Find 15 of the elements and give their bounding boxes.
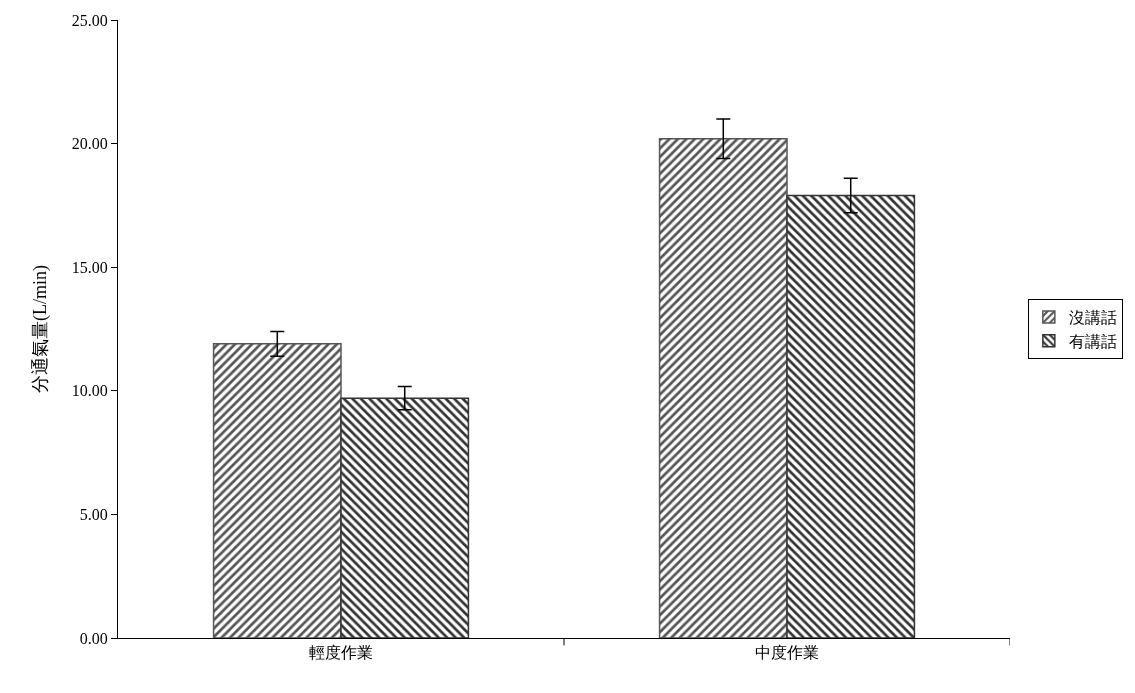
text: 有講話 xyxy=(1068,332,1117,350)
y-tick-label: 10.00 xyxy=(71,382,108,400)
y-axis-title: 分通氣量(L/min) xyxy=(30,265,51,393)
bar xyxy=(786,194,916,638)
y-tick-label: 0.00 xyxy=(79,629,108,647)
bar xyxy=(212,343,342,638)
y-tick-label: 5.00 xyxy=(79,506,108,523)
y-tick-label: 25.00 xyxy=(71,11,108,29)
bar xyxy=(340,397,470,638)
x-tick-label: 中度作業 xyxy=(755,644,819,662)
y-tick-label: 20.00 xyxy=(71,135,108,153)
y-tick-label: 15.00 xyxy=(71,258,108,276)
text: 沒講話 xyxy=(1068,309,1117,327)
bar xyxy=(658,137,788,638)
x-tick-label: 輕度作業 xyxy=(309,644,373,662)
